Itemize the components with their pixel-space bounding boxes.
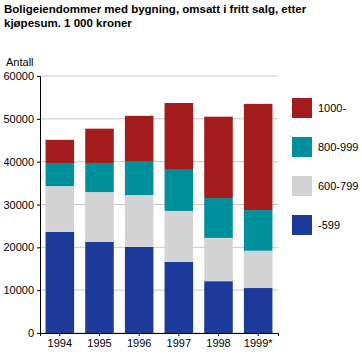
legend: 1000- 800-999 600-799 -599 (292, 98, 358, 235)
x-tick: 1994 (48, 333, 72, 349)
y-tick: 20000 (3, 241, 40, 253)
bar (46, 186, 75, 232)
legend-item: 1000- (292, 98, 346, 118)
x-tick: 1996 (127, 333, 151, 349)
y-tick-mark (37, 290, 40, 291)
bar (125, 162, 154, 195)
y-tick: 60000 (3, 70, 40, 82)
series (46, 186, 273, 288)
y-tick-label: 50000 (3, 113, 34, 125)
x-tick-label: 1999* (244, 337, 273, 349)
bar (244, 251, 273, 288)
x-tick-mark (258, 333, 259, 336)
y-tick-label: 0 (28, 327, 34, 339)
x-tick: 1999* (244, 333, 273, 349)
x-tick-mark (218, 333, 219, 336)
legend-label: 600-799 (318, 180, 358, 192)
bar (85, 163, 114, 192)
bar (165, 103, 194, 170)
x-tick: 1997 (167, 333, 191, 349)
x-tick-label: 1994 (48, 337, 72, 349)
bar (204, 238, 233, 281)
bar (204, 198, 233, 238)
bar (244, 104, 273, 210)
y-tick-label: 20000 (3, 241, 34, 253)
bar (46, 232, 75, 333)
y-tick-label: 60000 (3, 70, 34, 82)
x-tick-label: 1995 (87, 337, 111, 349)
y-tick-mark (37, 76, 40, 77)
y-tick-mark (37, 205, 40, 206)
bar (125, 116, 154, 162)
bars (46, 103, 273, 333)
legend-item: 600-799 (292, 176, 358, 196)
title-line: kjøpesum. 1 000 kroner (4, 17, 132, 29)
y-axis-line (37, 77, 41, 334)
legend-item: 800-999 (292, 137, 358, 157)
bar (125, 247, 154, 333)
grid-line (40, 76, 278, 77)
x-tick-mark (59, 333, 60, 336)
y-tick-mark (37, 162, 40, 163)
bar (46, 140, 75, 163)
x-tick-label: 1998 (206, 337, 230, 349)
x-tick-label: 1997 (167, 337, 191, 349)
bar (125, 195, 154, 247)
y-tick-mark (37, 247, 40, 248)
bar (46, 163, 75, 186)
grid-line (40, 247, 278, 248)
legend-swatch (292, 215, 312, 235)
bar (85, 242, 114, 333)
x-tick: 1995 (87, 333, 111, 349)
y-tick-label: 30000 (3, 199, 34, 211)
title: Boligeiendommer med bygning, omsatt i fr… (4, 3, 307, 29)
x-tick-mark (139, 333, 140, 336)
y-tick-mark (37, 333, 40, 334)
bar (204, 281, 233, 333)
y-tick: 40000 (3, 156, 40, 168)
y-tick: 30000 (3, 199, 40, 211)
bar (165, 262, 194, 333)
legend-item: -599 (292, 215, 340, 235)
bar (244, 210, 273, 251)
grid-line (40, 290, 278, 291)
grid (40, 76, 278, 333)
legend-swatch (292, 137, 312, 157)
y-tick-label: 40000 (3, 156, 34, 168)
legend-swatch (292, 176, 312, 196)
y-tick-mark (37, 119, 40, 120)
bar (244, 288, 273, 333)
bar (85, 129, 114, 163)
legend-label: 800-999 (318, 141, 358, 153)
y-tick: 50000 (3, 113, 40, 125)
grid-line (40, 204, 278, 205)
legend-label: -599 (318, 219, 340, 231)
legend-label: 1000- (318, 102, 346, 114)
legend-swatch (292, 98, 312, 118)
x-axis: 1994 1995 1996 1997 1998 1999* (41, 333, 279, 349)
y-tick: 10000 (3, 284, 40, 296)
x-tick-mark (178, 333, 179, 336)
x-tick-mark (99, 333, 100, 336)
bar (165, 170, 194, 211)
grid-line (40, 161, 278, 162)
x-tick-label: 1996 (127, 337, 151, 349)
grid-line (40, 118, 278, 119)
x-tick: 1998 (206, 333, 230, 349)
bar (204, 117, 233, 198)
series (46, 103, 273, 210)
y-axis: 0 10000 20000 30000 40000 50000 60000 (3, 70, 40, 339)
series (46, 162, 273, 251)
title-line: Boligeiendommer med bygning, omsatt i fr… (4, 3, 307, 15)
chart: Boligeiendommer med bygning, omsatt i fr… (0, 0, 362, 361)
y-axis-title: Antall (6, 56, 34, 68)
y-tick-label: 10000 (3, 284, 34, 296)
plot: 0100002000030000400005000060000199419951… (3, 70, 278, 349)
series (46, 232, 273, 333)
y-tick: 0 (28, 327, 40, 339)
bar (165, 211, 194, 262)
bar (85, 192, 114, 242)
x-axis-line (41, 334, 279, 337)
